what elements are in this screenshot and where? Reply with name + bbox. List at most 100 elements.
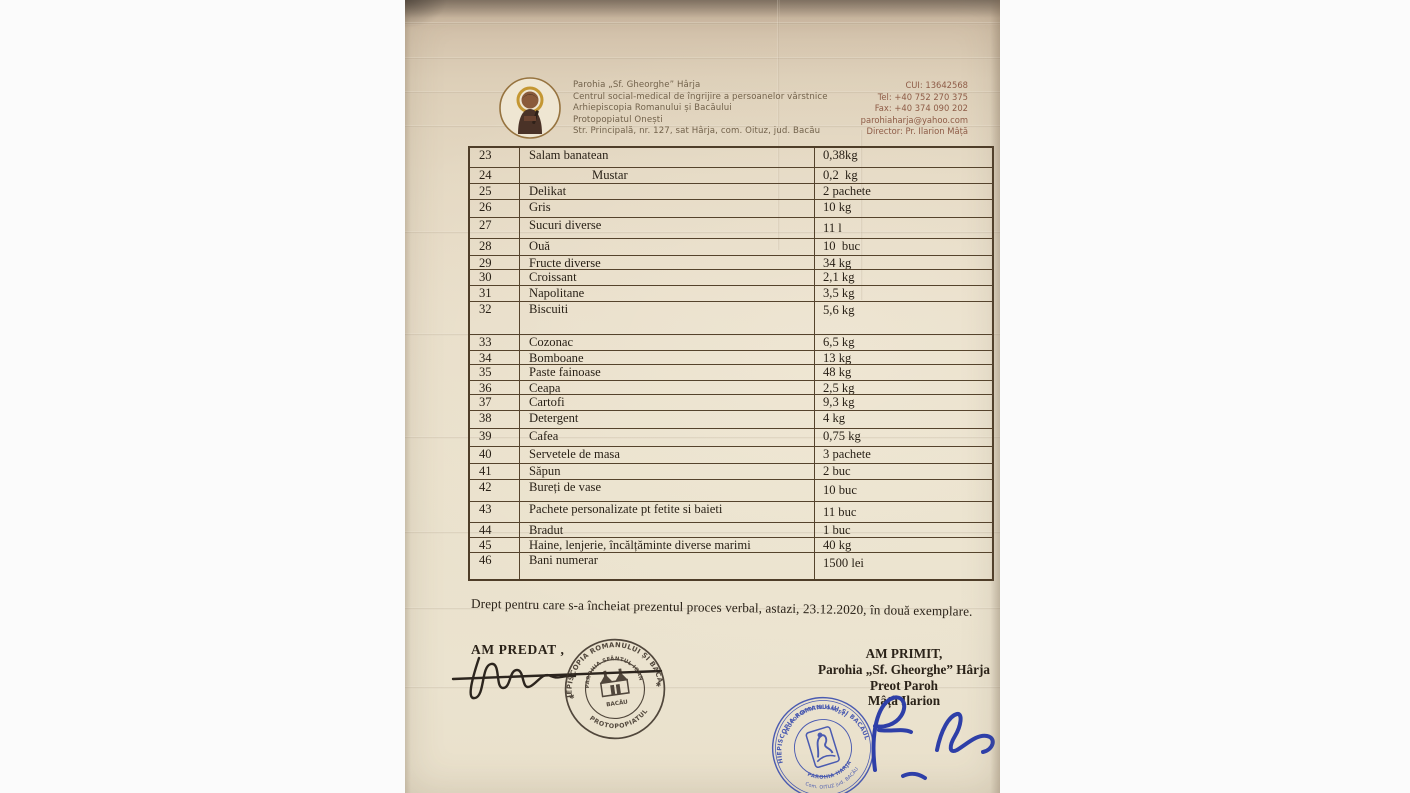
- row-qty: 13 kg: [823, 351, 852, 364]
- row-qty: 2 buc: [823, 464, 851, 478]
- table-row: 30 Croissant 2,1 kg: [470, 270, 992, 286]
- handwritten-signature-blue: [871, 695, 995, 780]
- table-row: 45 Haine, lenjerie, încălțăminte diverse…: [470, 538, 992, 553]
- row-number: 44: [470, 523, 520, 537]
- handwritten-signature-black: [451, 656, 663, 700]
- org-line: Protopopiatul Onești: [573, 114, 663, 125]
- row-number: 38: [470, 411, 520, 428]
- received-title: Preot Paroh: [870, 677, 938, 693]
- table-row: 42 Bureți de vase 10 buc: [470, 480, 992, 502]
- row-number: 24: [470, 168, 520, 183]
- row-item: Paste fainoase: [520, 365, 815, 380]
- table-row: 32 Biscuiti 5,6 kg: [470, 302, 992, 335]
- table-row: 23 Salam banatean 0,38kg: [470, 148, 992, 168]
- row-item: Croissant: [520, 270, 815, 285]
- table-row: 43 Pachete personalizate pt fetite si ba…: [470, 502, 992, 523]
- table-row: 29 Fructe diverse 34 kg: [470, 256, 992, 270]
- table-row: 26 Gris 10 kg: [470, 200, 992, 218]
- row-qty: 0,38kg: [823, 148, 858, 162]
- row-item: Mustar: [520, 168, 815, 183]
- paper-crease: [405, 57, 1000, 60]
- contact-fax: Fax: +40 374 090 202: [874, 103, 968, 114]
- row-number: 36: [470, 381, 520, 394]
- row-item: Bani numerar: [520, 553, 815, 579]
- stamp-left-caption: BACĂU: [606, 698, 629, 708]
- contact-email: parohiaharja@yahoo.com: [860, 114, 968, 125]
- table-row: 37 Cartofi 9,3 kg: [470, 395, 992, 411]
- row-item: Biscuiti: [520, 302, 815, 334]
- row-item: Pachete personalizate pt fetite si baiet…: [520, 502, 815, 522]
- row-number: 28: [470, 239, 520, 255]
- row-item: Delikat: [520, 184, 815, 199]
- row-number: 27: [470, 218, 520, 238]
- row-qty: 2,5 kg: [823, 381, 855, 394]
- table-row: 35 Paste fainoase 48 kg: [470, 365, 992, 381]
- row-number: 32: [470, 302, 520, 334]
- row-qty: 2,1 kg: [823, 270, 855, 284]
- contact-cui: CUI: 13642568: [905, 80, 968, 90]
- row-qty: 3,5 kg: [823, 286, 855, 300]
- table-row: 34 Bomboane 13 kg: [470, 351, 992, 365]
- row-qty: 40 kg: [823, 538, 852, 552]
- parish-header-text: Parohia „Sf. Gheorghe” Hârja Centrul soc…: [573, 80, 828, 138]
- round-stamp-black: ARHIEPISCOPIA ROMANULUI ȘI BACĂULUI PROT…: [551, 625, 666, 740]
- table-row: 24 Mustar 0,2 kg: [470, 168, 992, 184]
- row-item: Napolitane: [520, 286, 815, 301]
- row-qty: 11 l: [823, 221, 842, 235]
- row-item: Ouă: [520, 239, 815, 255]
- table-row: 31 Napolitane 3,5 kg: [470, 286, 992, 302]
- row-number: 34: [470, 351, 520, 364]
- table-row: 40 Servetele de masa 3 pachete: [470, 447, 992, 464]
- row-qty: 2 pachete: [823, 184, 871, 198]
- row-number: 42: [470, 480, 520, 501]
- row-number: 37: [470, 395, 520, 410]
- row-qty: 0,2 kg: [823, 168, 858, 182]
- row-number: 39: [470, 429, 520, 446]
- row-item: Salam banatean: [520, 148, 815, 167]
- org-line: Parohia „Sf. Gheorghe” Hârja: [573, 80, 701, 90]
- row-qty: 0,75 kg: [823, 429, 861, 443]
- stamp-saint-george-icon: [805, 726, 840, 769]
- received-parish: Parohia „Sf. Gheorghe” Hârja: [818, 661, 990, 677]
- parish-logo-saint-icon: [498, 76, 562, 140]
- donation-table: 23 Salam banatean 0,38kg 24 Mustar 0,2 k…: [468, 146, 994, 581]
- row-number: 29: [470, 256, 520, 269]
- row-item: Fructe diverse: [520, 256, 815, 269]
- row-item: Bureți de vase: [520, 480, 815, 501]
- row-number: 46: [470, 553, 520, 579]
- row-qty: 3 pachete: [823, 447, 871, 461]
- row-qty: 1500 lei: [823, 556, 864, 570]
- row-qty: 4 kg: [823, 411, 846, 425]
- row-number: 35: [470, 365, 520, 380]
- row-qty: 5,6 kg: [823, 303, 855, 317]
- row-item: Sucuri diverse: [520, 218, 815, 238]
- row-item: Servetele de masa: [520, 447, 815, 463]
- row-qty: 9,3 kg: [823, 395, 855, 409]
- document-photo: Parohia „Sf. Gheorghe” Hârja Centrul soc…: [405, 0, 1000, 793]
- table-row: 27 Sucuri diverse 11 l: [470, 218, 992, 239]
- row-qty: 10 kg: [823, 200, 852, 214]
- row-number: 23: [470, 148, 520, 167]
- row-qty: 48 kg: [823, 365, 852, 379]
- contact-tel: Tel: +40 752 270 375: [877, 91, 968, 102]
- given-label: AM PREDAT ,: [471, 642, 565, 657]
- row-number: 40: [470, 447, 520, 463]
- table-row: 33 Cozonac 6,5 kg: [470, 335, 992, 351]
- closing-statement: Drept pentru care s-a încheiat prezentul…: [470, 595, 973, 619]
- row-number: 31: [470, 286, 520, 301]
- row-qty: 6,5 kg: [823, 335, 855, 349]
- table-row: 41 Săpun 2 buc: [470, 464, 992, 480]
- row-number: 25: [470, 184, 520, 199]
- table-row: 39 Cafea 0,75 kg: [470, 429, 992, 447]
- table-row: 36 Ceapa 2,5 kg: [470, 381, 992, 395]
- org-line: Centrul social-medical de îngrijire a pe…: [573, 91, 828, 102]
- row-number: 41: [470, 464, 520, 479]
- row-item: Cozonac: [520, 335, 815, 350]
- row-item: Gris: [520, 200, 815, 217]
- row-qty: 11 buc: [823, 505, 857, 519]
- stamp-star: ✱: [655, 680, 662, 689]
- row-item: Bradut: [520, 523, 815, 537]
- row-item: Detergent: [520, 411, 815, 428]
- row-number: 33: [470, 335, 520, 350]
- row-number: 43: [470, 502, 520, 522]
